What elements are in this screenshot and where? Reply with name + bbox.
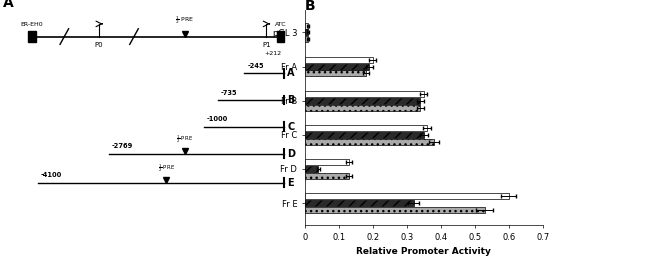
- Bar: [305, 193, 509, 199]
- Text: -4100: -4100: [41, 173, 62, 178]
- Text: C: C: [287, 122, 295, 132]
- Text: ATC: ATC: [275, 22, 286, 27]
- Text: A: A: [287, 68, 295, 78]
- Bar: [305, 200, 413, 206]
- Bar: [305, 29, 308, 35]
- Text: B: B: [287, 95, 295, 105]
- Text: $\frac{1}{2}$ PRE: $\frac{1}{2}$ PRE: [176, 133, 194, 145]
- Bar: [305, 91, 424, 97]
- Bar: [305, 132, 424, 138]
- Text: -735: -735: [221, 90, 238, 95]
- Bar: [277, 31, 284, 42]
- Text: +212: +212: [264, 51, 281, 56]
- Text: D: D: [287, 148, 295, 159]
- Bar: [305, 125, 427, 131]
- Text: B: B: [305, 0, 316, 13]
- Bar: [305, 173, 349, 179]
- Text: -2769: -2769: [112, 143, 133, 149]
- Text: $\frac{1}{2}$ PRE: $\frac{1}{2}$ PRE: [176, 14, 194, 26]
- Bar: [305, 139, 434, 145]
- Bar: [305, 57, 373, 63]
- Text: P1: P1: [262, 42, 271, 48]
- Bar: [305, 70, 366, 76]
- Bar: [305, 104, 420, 111]
- Text: A: A: [3, 0, 13, 10]
- Bar: [305, 36, 308, 42]
- Text: P0: P0: [95, 42, 103, 48]
- Bar: [305, 23, 308, 29]
- Bar: [305, 207, 485, 213]
- X-axis label: Relative Promoter Activity: Relative Promoter Activity: [356, 248, 491, 256]
- Bar: [28, 31, 36, 42]
- Text: -245: -245: [247, 63, 264, 69]
- Text: ER-EH0: ER-EH0: [21, 22, 44, 27]
- Bar: [305, 159, 349, 165]
- Text: $\frac{1}{2}$ PRE: $\frac{1}{2}$ PRE: [157, 163, 175, 174]
- Bar: [305, 98, 420, 104]
- Bar: [305, 63, 369, 70]
- Bar: [305, 166, 318, 172]
- Text: -1000: -1000: [207, 116, 228, 122]
- Text: E: E: [287, 178, 294, 188]
